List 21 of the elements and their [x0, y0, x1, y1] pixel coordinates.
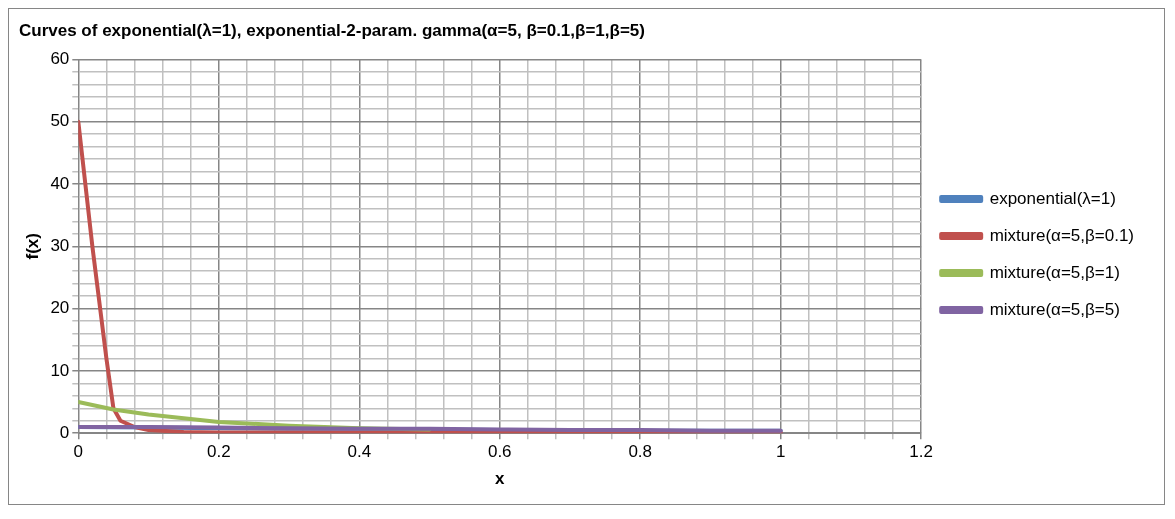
x-tick-label: 0.8 [628, 442, 653, 462]
legend-label: mixture(α=5,β=5) [989, 299, 1120, 319]
x-axis-title: x [495, 469, 506, 489]
y-tick-label: 0 [59, 422, 70, 442]
legend-label: mixture(α=5,β=0.1) [989, 225, 1134, 245]
y-tick-label: 50 [50, 111, 70, 131]
y-tick-label: 30 [50, 235, 70, 255]
y-tick-label: 40 [50, 173, 70, 193]
x-tick-label: 0.4 [347, 442, 372, 462]
x-tick-label: 0.2 [206, 442, 231, 462]
y-tick-label: 10 [50, 360, 70, 380]
y-tick-label: 20 [50, 298, 70, 318]
x-tick-label: 1 [775, 442, 786, 462]
x-tick-label: 0.6 [487, 442, 512, 462]
legend-label: mixture(α=5,β=1) [989, 262, 1120, 282]
x-tick-label: 1.2 [909, 442, 933, 462]
legend-label: exponential(λ=1) [989, 188, 1116, 208]
chart-title: Curves of exponential(λ=1), exponential-2-param. gamma(α=5, β=0.1,β=1,β=5) [19, 20, 645, 40]
y-axis-title: f(x) [22, 233, 42, 260]
x-tick-label: 0 [73, 442, 84, 462]
y-tick-label: 60 [50, 49, 70, 69]
